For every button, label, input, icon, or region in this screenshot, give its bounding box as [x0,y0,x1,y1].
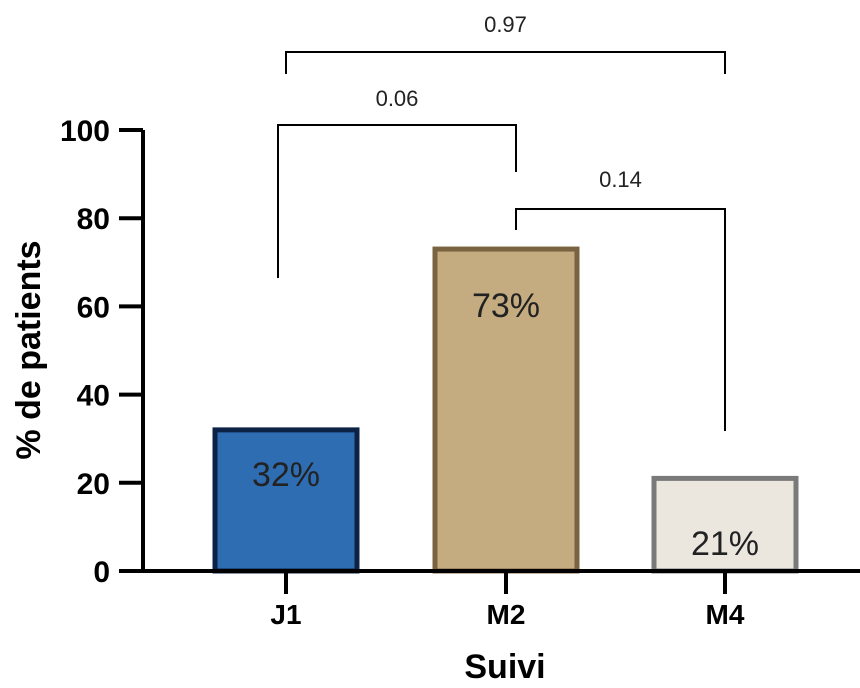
p-value-j1-m4: 0.97 [484,12,527,37]
x-tick-label-j1: J1 [270,599,301,630]
bar-m2 [432,246,580,574]
y-ticks: 0 20 40 60 80 100 [60,115,143,589]
y-tick-label: 40 [77,380,110,413]
x-ticks: J1 M2 M4 [270,571,745,630]
significance-brackets: 0.06 0.14 0.97 [277,12,726,431]
data-label-j1: 32% [252,456,320,494]
y-tick-label: 0 [93,556,110,589]
y-tick-label: 60 [77,291,110,324]
axes-group [141,130,860,573]
bar-j1 [212,427,360,574]
y-axis-title: % de patients [10,240,48,459]
bracket-j1-m2 [277,124,517,278]
bars-group: 32% 73% 21% [212,246,799,574]
x-tick-label-m2: M2 [487,599,526,630]
data-label-m2: 73% [472,287,540,325]
x-axis-title: Suivi [464,648,545,686]
bracket-j1-m4 [285,51,726,74]
y-tick-label: 100 [60,115,110,148]
x-tick-label-m4: M4 [706,599,745,630]
p-value-j1-m2: 0.06 [376,86,419,111]
y-tick-label: 20 [77,468,110,501]
p-value-m2-m4: 0.14 [599,167,642,192]
data-label-m4: 21% [691,525,759,563]
y-tick-label: 80 [77,203,110,236]
bracket-m2-m4 [515,208,726,431]
